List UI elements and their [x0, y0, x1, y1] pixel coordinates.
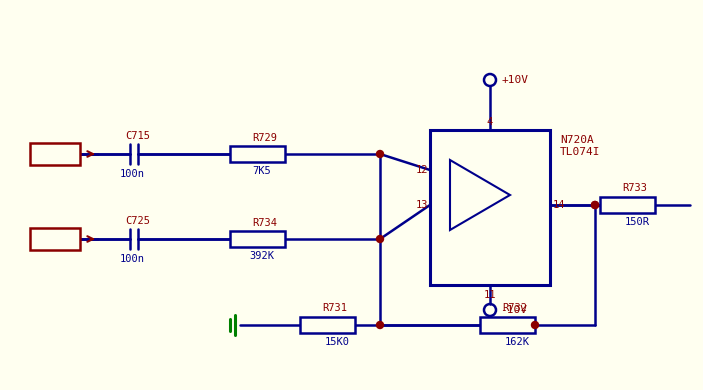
- Text: 392K: 392K: [250, 251, 274, 261]
- Bar: [480, 317, 535, 333]
- Text: C725: C725: [125, 216, 150, 226]
- Text: TL074I: TL074I: [560, 147, 600, 157]
- Bar: [30, 228, 80, 250]
- Text: AF1: AF1: [45, 149, 65, 159]
- Text: 12: 12: [415, 165, 428, 175]
- Text: R732: R732: [503, 303, 527, 313]
- Text: R733: R733: [622, 183, 647, 193]
- Circle shape: [377, 151, 384, 158]
- Text: 7K5: 7K5: [252, 166, 271, 176]
- Text: R729: R729: [252, 133, 278, 143]
- Text: 150R: 150R: [624, 217, 650, 227]
- Text: +10V: +10V: [502, 75, 529, 85]
- Circle shape: [531, 321, 538, 328]
- Circle shape: [377, 236, 384, 243]
- Text: AF2: AF2: [45, 234, 65, 244]
- Text: -10V: -10V: [500, 305, 527, 315]
- Bar: [230, 231, 285, 247]
- Text: N720A: N720A: [560, 135, 594, 145]
- Text: -: -: [451, 203, 459, 217]
- Text: 15K0: 15K0: [325, 337, 349, 347]
- Text: R734: R734: [252, 218, 278, 228]
- Text: 14: 14: [553, 200, 565, 210]
- Text: 13: 13: [415, 200, 428, 210]
- Circle shape: [377, 321, 384, 328]
- Text: R731: R731: [323, 303, 347, 313]
- Bar: [30, 143, 80, 165]
- Text: 4: 4: [487, 117, 493, 127]
- Bar: [230, 146, 285, 162]
- Text: oo: oo: [510, 188, 526, 202]
- Bar: [600, 197, 655, 213]
- Text: 162K: 162K: [505, 337, 529, 347]
- Text: 100n: 100n: [120, 169, 145, 179]
- Text: C715: C715: [125, 131, 150, 141]
- Text: 11: 11: [484, 290, 496, 300]
- Text: +: +: [451, 178, 459, 192]
- Bar: [300, 317, 355, 333]
- Text: 100n: 100n: [120, 254, 145, 264]
- Circle shape: [591, 202, 598, 209]
- Bar: [430, 130, 550, 285]
- Circle shape: [591, 202, 598, 209]
